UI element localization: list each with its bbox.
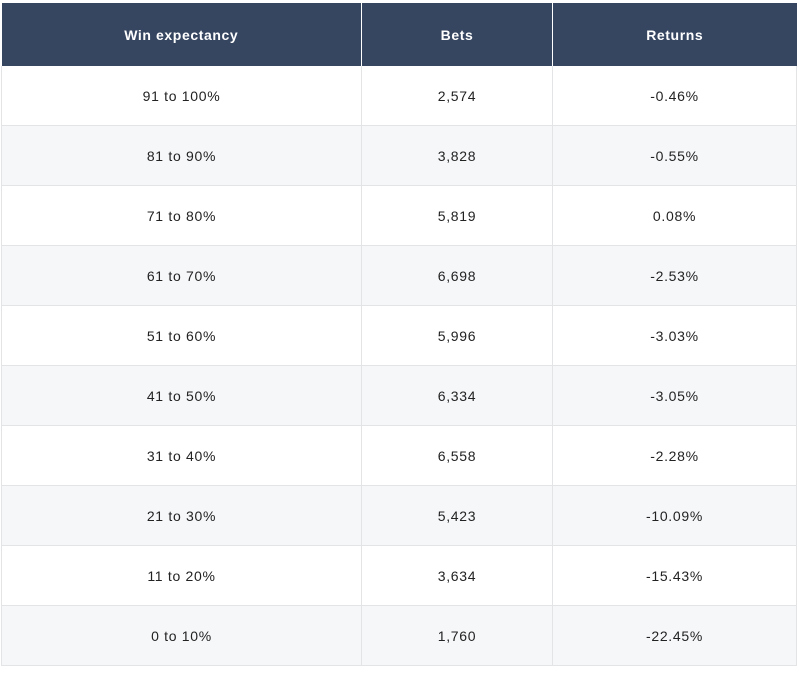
cell-returns: -2.53% bbox=[552, 245, 797, 306]
cell-returns: 0.08% bbox=[552, 185, 797, 246]
header-returns: Returns bbox=[552, 3, 797, 66]
header-row: Win expectancy Bets Returns bbox=[1, 3, 797, 66]
header-win-expectancy: Win expectancy bbox=[1, 3, 362, 66]
cell-bets: 6,558 bbox=[361, 425, 553, 486]
table-row: 21 to 30% 5,423 -10.09% bbox=[1, 485, 797, 546]
table-row: 11 to 20% 3,634 -15.43% bbox=[1, 545, 797, 606]
cell-win-expectancy: 41 to 50% bbox=[1, 365, 362, 426]
cell-returns: -22.45% bbox=[552, 605, 797, 666]
table-row: 41 to 50% 6,334 -3.05% bbox=[1, 365, 797, 426]
cell-returns: -3.03% bbox=[552, 305, 797, 366]
cell-bets: 6,334 bbox=[361, 365, 553, 426]
cell-win-expectancy: 81 to 90% bbox=[1, 125, 362, 186]
table-row: 51 to 60% 5,996 -3.03% bbox=[1, 305, 797, 366]
table-row: 91 to 100% 2,574 -0.46% bbox=[1, 66, 797, 126]
cell-bets: 2,574 bbox=[361, 66, 553, 126]
cell-returns: -0.46% bbox=[552, 66, 797, 126]
cell-win-expectancy: 51 to 60% bbox=[1, 305, 362, 366]
table-row: 81 to 90% 3,828 -0.55% bbox=[1, 125, 797, 186]
cell-bets: 3,634 bbox=[361, 545, 553, 606]
table-row: 31 to 40% 6,558 -2.28% bbox=[1, 425, 797, 486]
cell-win-expectancy: 71 to 80% bbox=[1, 185, 362, 246]
cell-returns: -10.09% bbox=[552, 485, 797, 546]
cell-win-expectancy: 91 to 100% bbox=[1, 66, 362, 126]
table-row: 71 to 80% 5,819 0.08% bbox=[1, 185, 797, 246]
cell-win-expectancy: 21 to 30% bbox=[1, 485, 362, 546]
cell-bets: 5,423 bbox=[361, 485, 553, 546]
win-expectancy-table: Win expectancy Bets Returns 91 to 100% 2… bbox=[1, 3, 797, 666]
cell-returns: -2.28% bbox=[552, 425, 797, 486]
cell-bets: 5,996 bbox=[361, 305, 553, 366]
cell-bets: 3,828 bbox=[361, 125, 553, 186]
cell-win-expectancy: 31 to 40% bbox=[1, 425, 362, 486]
table-row: 0 to 10% 1,760 -22.45% bbox=[1, 605, 797, 666]
header-bets: Bets bbox=[361, 3, 553, 66]
table-row: 61 to 70% 6,698 -2.53% bbox=[1, 245, 797, 306]
cell-returns: -3.05% bbox=[552, 365, 797, 426]
cell-win-expectancy: 61 to 70% bbox=[1, 245, 362, 306]
cell-returns: -0.55% bbox=[552, 125, 797, 186]
cell-bets: 6,698 bbox=[361, 245, 553, 306]
cell-bets: 1,760 bbox=[361, 605, 553, 666]
cell-win-expectancy: 11 to 20% bbox=[1, 545, 362, 606]
cell-bets: 5,819 bbox=[361, 185, 553, 246]
cell-returns: -15.43% bbox=[552, 545, 797, 606]
cell-win-expectancy: 0 to 10% bbox=[1, 605, 362, 666]
